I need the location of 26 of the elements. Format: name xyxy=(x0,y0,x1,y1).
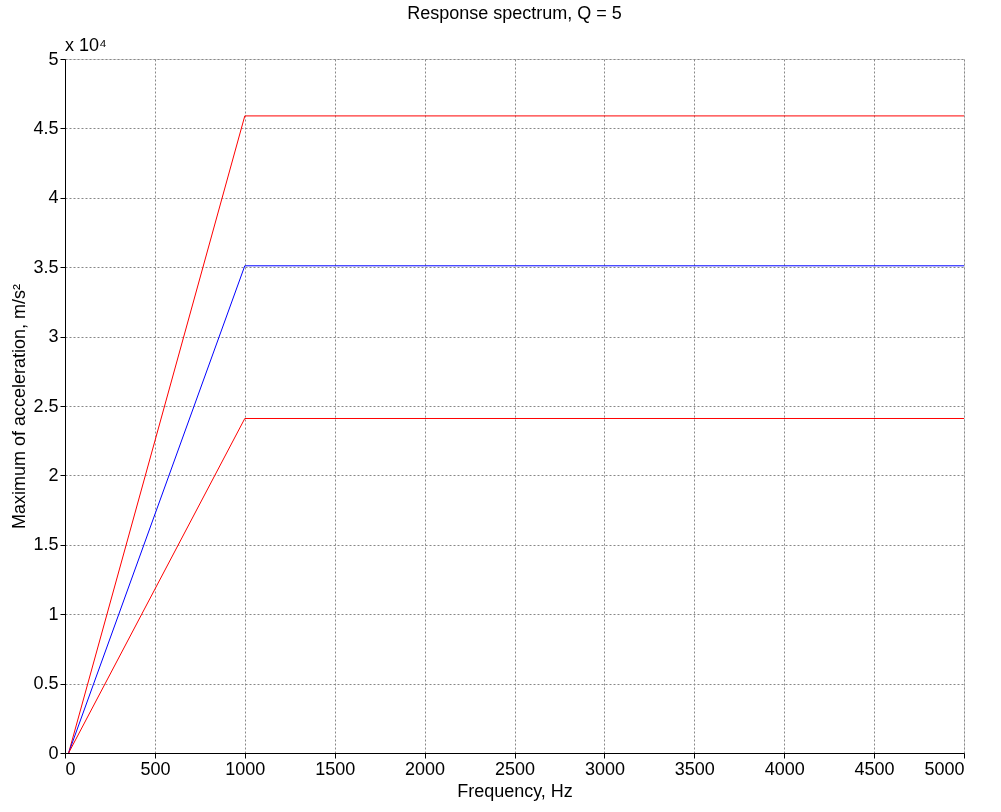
x-tick-label: 0 xyxy=(65,758,76,779)
y-tick-label: 4 xyxy=(48,187,59,208)
x-tick-label: 3500 xyxy=(674,758,715,779)
text: x 10⁴ xyxy=(65,35,107,55)
x-tick-label: 500 xyxy=(140,758,171,779)
x-tick-label: 2500 xyxy=(494,758,536,779)
x-tick-label: 1500 xyxy=(315,758,356,779)
x-axis-title: Frequency, Hz xyxy=(457,780,573,801)
y-tick-label: 1.5 xyxy=(33,534,59,555)
y-axis-title: Maximum of acceleration, m/s² xyxy=(9,283,30,530)
y-tick-label: 0.5 xyxy=(33,673,59,694)
y-tick-label: 1 xyxy=(48,603,59,624)
x-tick-label: 1000 xyxy=(225,758,266,779)
x-tick-label: 4500 xyxy=(854,758,895,779)
y-tick-label: 4.5 xyxy=(33,117,59,138)
x-tick-label: 4000 xyxy=(764,758,805,779)
y-tick-label: 3 xyxy=(48,326,59,347)
y-tick-label: 5 xyxy=(48,48,59,69)
chart-title: Response spectrum, Q = 5 xyxy=(407,3,622,23)
x-tick-label: 3000 xyxy=(584,758,625,779)
x-tick-label: 2000 xyxy=(405,758,446,779)
y-tick-label: 2.5 xyxy=(33,395,59,416)
x-tick-label: 5000 xyxy=(924,758,965,779)
y-tick-label: 0 xyxy=(48,742,59,763)
y-tick-label: 3.5 xyxy=(33,256,59,277)
y-tick-label: 2 xyxy=(48,464,59,485)
